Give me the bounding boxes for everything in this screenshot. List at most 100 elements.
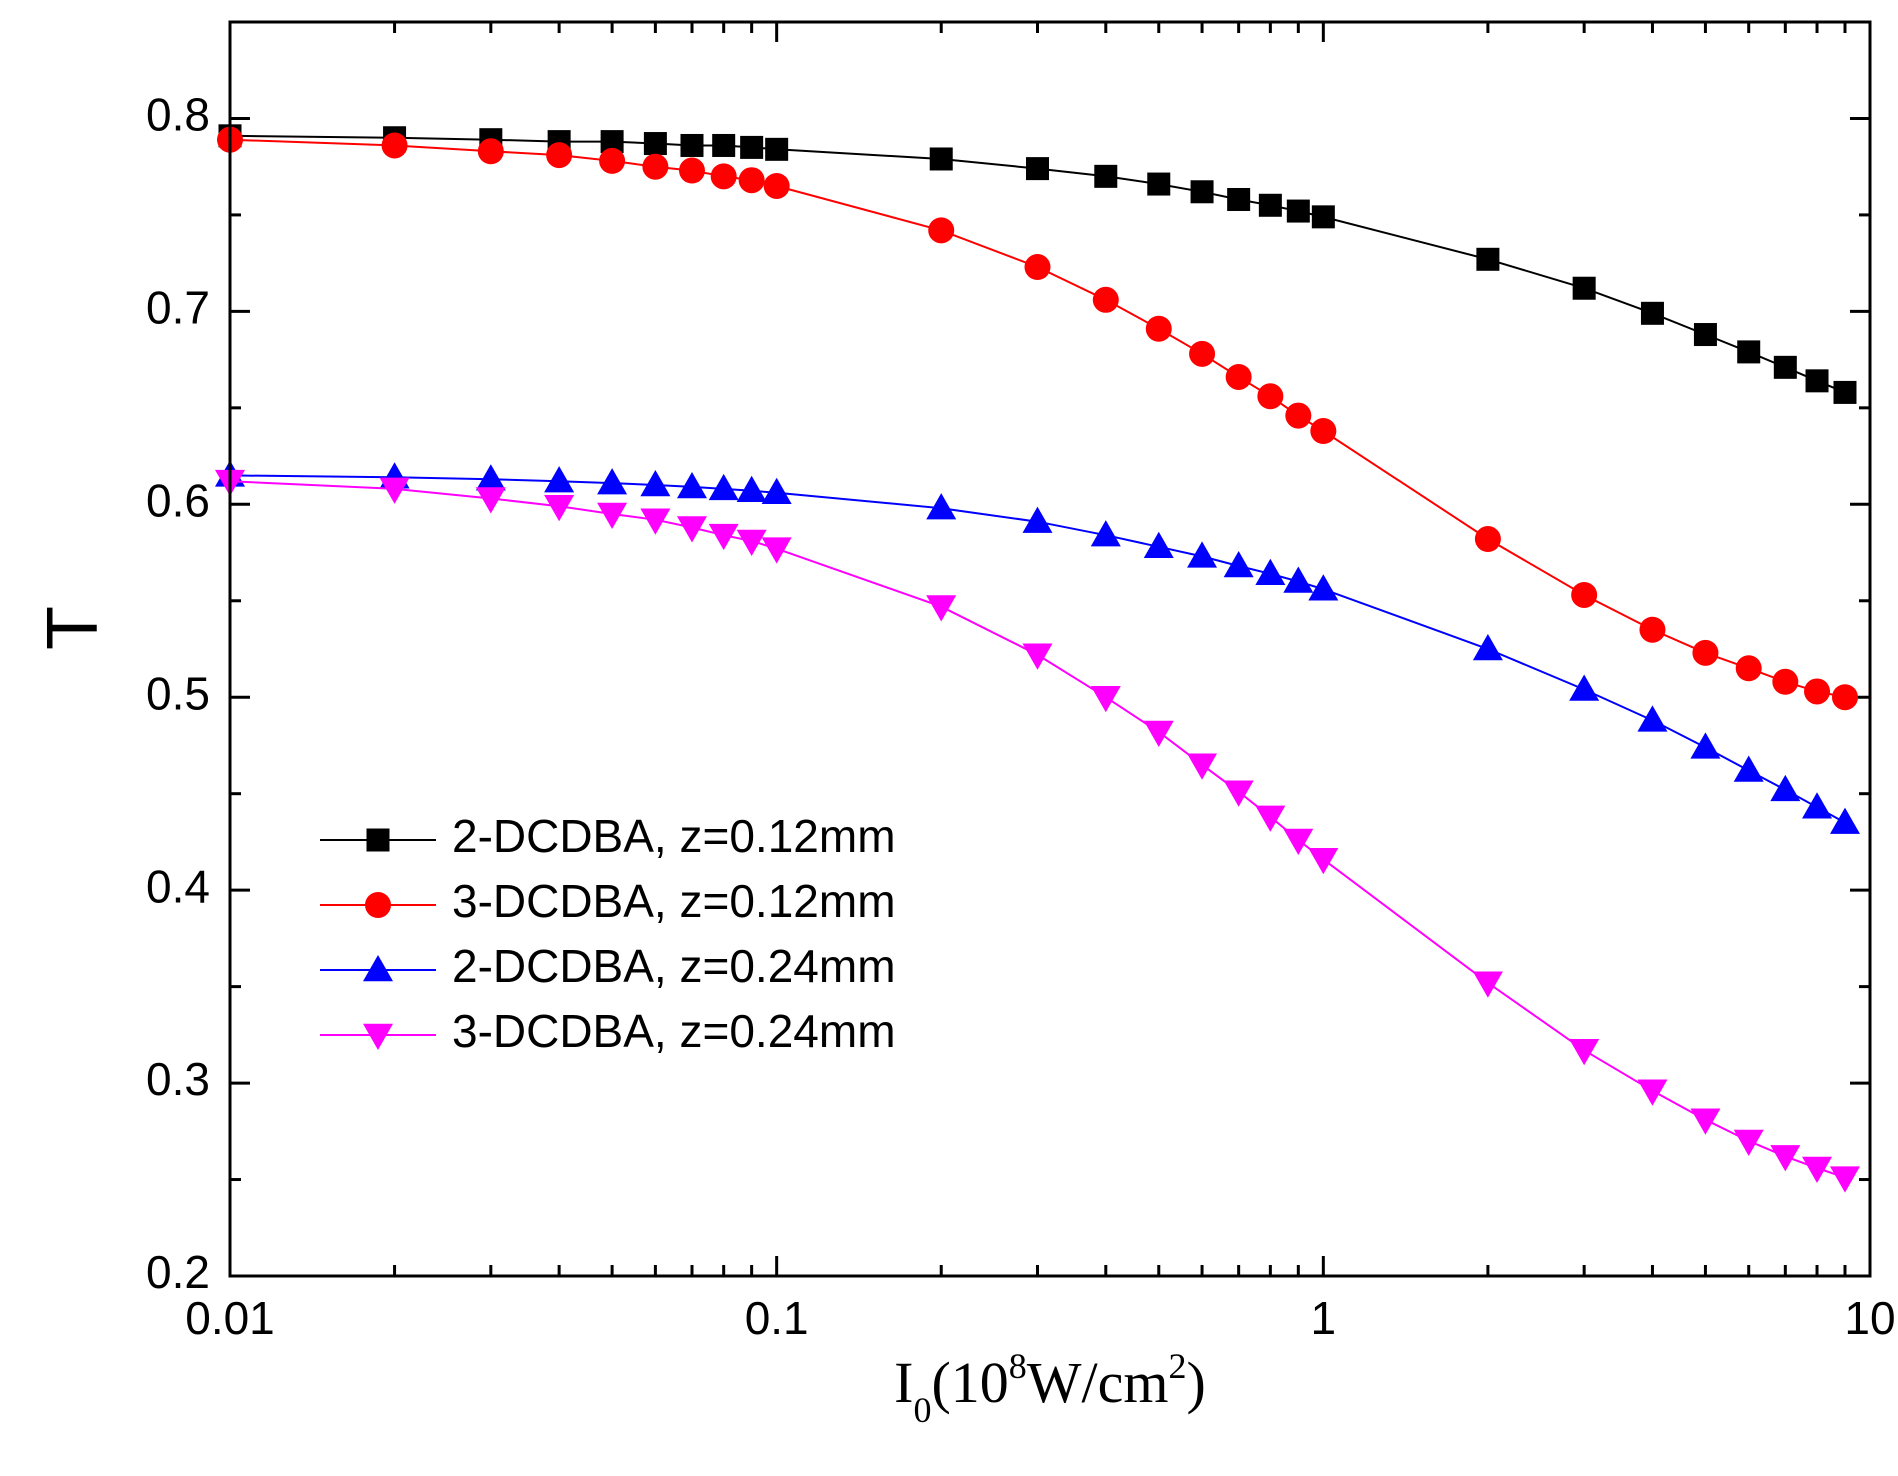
x-tick-label: 0.1 xyxy=(745,1292,809,1344)
data-point xyxy=(929,147,953,171)
data-point xyxy=(1829,1166,1860,1193)
legend-label: 3-DCDBA, z=0.24mm xyxy=(452,1005,896,1057)
data-point xyxy=(1189,340,1216,367)
data-point xyxy=(1258,193,1282,217)
legend-label: 2-DCDBA, z=0.24mm xyxy=(452,940,896,992)
x-axis-title-unit: W/cm xyxy=(1027,1350,1169,1415)
legend-marker xyxy=(365,892,391,918)
axes: 0.2 0.3 0.4 0.5 0.6 0.7 0.8 0.01 0.1 1 10 xyxy=(146,22,1896,1344)
legend-item: 3-DCDBA, z=0.24mm xyxy=(320,1005,896,1057)
data-point xyxy=(1831,684,1858,711)
data-point xyxy=(1572,276,1596,300)
data-point xyxy=(643,132,667,156)
data-point xyxy=(1311,205,1335,229)
data-point xyxy=(740,135,764,159)
data-point xyxy=(1022,643,1053,670)
data-point xyxy=(1147,172,1171,196)
data-point xyxy=(761,477,792,504)
data-point xyxy=(1571,581,1598,608)
data-point xyxy=(1022,506,1053,533)
y-tick-label: 0.4 xyxy=(146,860,210,912)
data-point xyxy=(1255,558,1286,586)
data-point xyxy=(1737,340,1761,364)
data-point xyxy=(1770,1145,1801,1172)
data-point xyxy=(763,172,790,199)
legend-label: 2-DCDBA, z=0.12mm xyxy=(452,810,896,862)
legend-item: 2-DCDBA, z=0.12mm xyxy=(320,810,896,862)
data-point xyxy=(1476,247,1500,271)
data-point xyxy=(546,142,573,169)
data-point xyxy=(1024,254,1051,281)
data-point xyxy=(1286,199,1310,223)
data-point xyxy=(1090,520,1121,547)
data-point xyxy=(676,471,707,499)
data-point xyxy=(1225,363,1252,390)
series-2 xyxy=(217,126,1858,711)
data-point xyxy=(1805,369,1829,393)
data-point xyxy=(1833,380,1857,404)
legend-item: 3-DCDBA, z=0.12mm xyxy=(320,875,896,927)
data-point xyxy=(1092,286,1119,313)
data-point xyxy=(1223,780,1254,807)
data-point xyxy=(477,138,504,165)
data-point xyxy=(379,477,410,504)
data-point xyxy=(642,153,669,180)
legend-label: 3-DCDBA, z=0.12mm xyxy=(452,875,896,927)
data-point xyxy=(1733,755,1764,782)
data-point xyxy=(1804,678,1831,705)
y-tick-label: 0.3 xyxy=(146,1053,210,1105)
data-point xyxy=(710,163,737,190)
data-point xyxy=(736,529,767,556)
data-point xyxy=(1283,828,1314,855)
legend-marker xyxy=(363,1023,393,1050)
data-point xyxy=(926,493,957,520)
data-point xyxy=(708,523,739,551)
data-point xyxy=(640,470,671,497)
data-point xyxy=(1569,1039,1600,1066)
data-point xyxy=(1255,805,1286,832)
data-point xyxy=(678,157,705,184)
data-point xyxy=(1802,792,1833,819)
data-point xyxy=(475,487,506,514)
data-point xyxy=(1472,971,1503,998)
data-point xyxy=(640,508,671,535)
data-point xyxy=(1308,574,1339,601)
data-point xyxy=(1308,848,1339,875)
data-point xyxy=(1187,541,1218,568)
data-point xyxy=(708,473,739,501)
data-point xyxy=(1223,551,1254,578)
data-point xyxy=(544,466,575,493)
x-axis-title-subscript: 0 xyxy=(913,1390,931,1430)
data-point xyxy=(761,537,792,564)
data-point xyxy=(475,464,506,491)
data-point xyxy=(1569,674,1600,701)
data-point xyxy=(1693,323,1717,347)
data-point xyxy=(736,475,767,503)
data-point xyxy=(765,137,789,161)
data-point xyxy=(1733,1129,1764,1156)
data-point xyxy=(1773,355,1797,379)
x-axis-title-close: ) xyxy=(1187,1350,1206,1415)
data-point xyxy=(738,167,765,194)
data-point xyxy=(1285,402,1312,429)
x-tick-label: 0.01 xyxy=(185,1292,275,1344)
y-tick-label: 0.7 xyxy=(146,282,210,334)
y-tick-label: 0.5 xyxy=(146,667,210,719)
data-point xyxy=(1829,807,1860,834)
y-tick-label: 0.2 xyxy=(146,1246,210,1298)
data-point xyxy=(1472,634,1503,661)
data-point xyxy=(1637,1079,1668,1106)
legend-item: 2-DCDBA, z=0.24mm xyxy=(320,940,896,992)
x-axis-title-exponent: 8 xyxy=(1009,1346,1027,1386)
data-point xyxy=(1094,164,1118,188)
data-point xyxy=(926,595,957,622)
y-tick-label: 0.8 xyxy=(146,89,210,141)
y-tick-label: 0.6 xyxy=(146,474,210,526)
data-point xyxy=(928,217,955,244)
data-point xyxy=(1735,655,1762,682)
series-3 xyxy=(215,460,1860,834)
data-point xyxy=(600,130,624,154)
legend-marker xyxy=(366,828,390,852)
data-point xyxy=(381,132,408,159)
